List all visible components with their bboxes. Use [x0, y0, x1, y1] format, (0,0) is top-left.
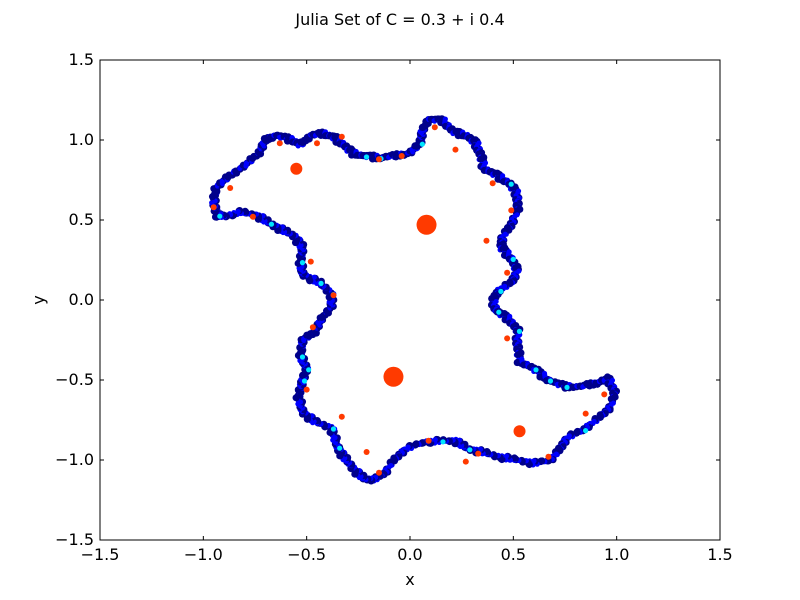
interior-point [489, 180, 496, 187]
chart-title: Julia Set of C = 0.3 + i 0.4 [294, 10, 504, 29]
interior-point [601, 391, 608, 398]
y-tick-label: −1.5 [55, 530, 94, 549]
boundary-highlight-point [299, 354, 306, 360]
boundary-highlight-point [516, 328, 523, 334]
interior-point [227, 185, 234, 191]
interior-point [545, 453, 552, 460]
interior-point [398, 153, 405, 159]
x-tick-label: 0.0 [397, 545, 422, 564]
interior-point [338, 133, 345, 140]
interior-point [582, 410, 589, 417]
y-axis-label: y [29, 295, 48, 304]
x-tick-label: −1.5 [81, 545, 120, 564]
interior-point [483, 237, 490, 244]
interior-point [249, 213, 256, 220]
y-tick-label: 0.5 [69, 210, 94, 229]
x-tick-label: 1.0 [604, 545, 629, 564]
boundary-highlight-point [510, 256, 516, 262]
boundary-highlight-point [268, 221, 275, 227]
boundary-highlight-point [508, 181, 514, 187]
x-tick-label: 0.5 [501, 545, 526, 564]
x-tick-label: −1.0 [184, 545, 223, 564]
interior-point [363, 449, 370, 455]
boundary-highlight-point [467, 447, 473, 453]
interior-point [504, 269, 511, 276]
interior-point [431, 124, 438, 131]
interior-point [513, 425, 526, 438]
boundary-highlight-point [318, 280, 324, 286]
y-tick-label: 0.0 [69, 290, 94, 309]
y-tick-label: −1.0 [55, 450, 94, 469]
boundary-highlight-point [299, 260, 306, 266]
y-tick-label: 1.0 [69, 130, 94, 149]
interior-point [425, 437, 432, 444]
interior-point [314, 140, 320, 147]
interior-point [376, 469, 382, 476]
boundary-highlight-point [363, 154, 370, 160]
interior-point [376, 156, 382, 163]
x-axis-label: x [405, 570, 414, 589]
boundary-highlight-point [217, 213, 223, 219]
interior-point [276, 140, 283, 147]
boundary-point [572, 429, 581, 437]
boundary-point [311, 274, 317, 280]
y-tick-label: −0.5 [55, 370, 94, 389]
interior-point [462, 458, 469, 465]
interior-point [290, 162, 303, 175]
boundary-highlight-point [498, 288, 504, 294]
interior-point [508, 207, 515, 214]
boundary-point [503, 453, 510, 459]
boundary-highlight-point [496, 309, 502, 315]
boundary-point [243, 160, 250, 166]
boundary-point [531, 458, 537, 464]
interior-point [210, 204, 217, 211]
interior-point [303, 386, 310, 393]
interior-point [383, 366, 404, 387]
interior-point [475, 450, 482, 457]
y-tick-label: 1.5 [69, 50, 94, 69]
interior-point [330, 292, 337, 299]
interior-point [452, 146, 459, 153]
boundary-highlight-point [337, 445, 343, 451]
boundary-highlight-point [440, 439, 446, 445]
boundary-highlight-point [533, 367, 539, 373]
boundary-highlight-point [564, 384, 570, 390]
axis-ticks: −1.5 −1.0 −0.5 0.0 0.5 1.0 1.5 −1.5 −1.0 −0.5 0.0 0… [55, 50, 733, 564]
boundary-highlight-point [583, 428, 589, 434]
boundary-point [432, 437, 438, 443]
interior-point [338, 413, 345, 420]
interior-point [309, 324, 316, 331]
interior-point [307, 258, 314, 265]
interior-point [416, 214, 437, 235]
boundary-point [591, 418, 597, 425]
x-tick-label: −0.5 [287, 545, 326, 564]
boundary-highlight-point [419, 141, 425, 147]
plot-area [208, 115, 621, 485]
interior-point [504, 335, 511, 342]
boundary-highlight-point [330, 426, 337, 432]
boundary-highlight-point [306, 367, 312, 373]
boundary-highlight-point [547, 378, 554, 384]
boundary-point [477, 446, 484, 452]
x-tick-label: 1.5 [707, 545, 732, 564]
boundary-point [235, 209, 241, 215]
boundary-highlight-point [301, 378, 308, 384]
